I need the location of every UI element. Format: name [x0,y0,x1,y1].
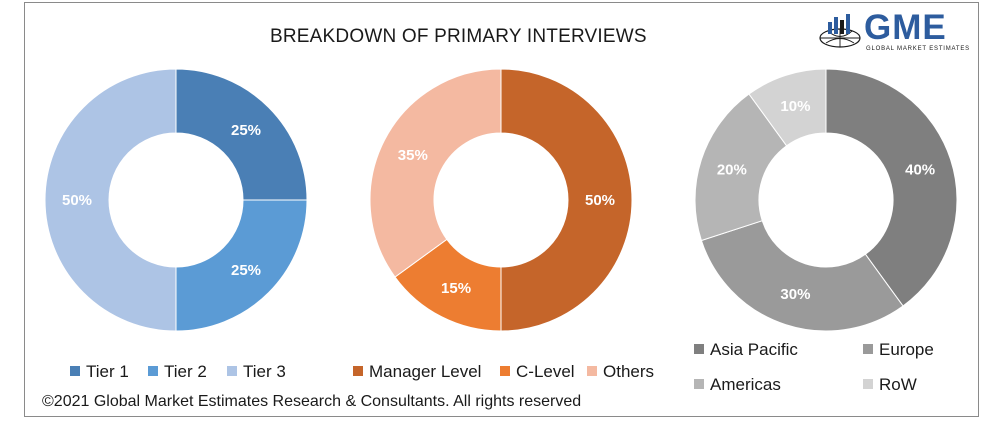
legend-asia-pacific: Asia Pacific [694,340,798,360]
legend-swatch [227,366,237,376]
logo-wordmark: GME [864,8,947,47]
data-label: 20% [717,161,747,178]
data-label: 10% [780,98,810,115]
donut-slice-row [748,68,827,147]
legend-manager-level: Manager Level [353,362,481,382]
chart-title: BREAKDOWN OF PRIMARY INTERVIEWS [270,26,647,47]
donut-slice-manager-level [500,68,633,332]
legend-swatch [500,366,510,376]
data-label: 30% [780,286,810,303]
legend-swatch [148,366,158,376]
data-label: 35% [398,147,428,164]
legend-label: Tier 1 [86,362,129,381]
legend-label: Asia Pacific [710,340,798,359]
data-label: 40% [905,161,935,178]
data-label: 50% [585,192,615,209]
legend-swatch [863,379,873,389]
legend-label: Tier 2 [164,362,207,381]
donut-slice-europe [700,220,904,332]
legend-europe: Europe [863,340,934,360]
data-label: 50% [62,192,92,209]
data-label: 15% [441,280,471,297]
globe-bars-icon [819,14,861,48]
legend-tier-1: Tier 1 [70,362,129,382]
legend-label: RoW [879,375,917,394]
data-label: 25% [231,262,261,279]
donut-chart-level: 50% 15% 35% [369,68,633,332]
donut-slice-americas [694,93,788,242]
legend-swatch [70,366,80,376]
donut-slice-tier-1 [175,68,308,201]
logo-subtitle: GLOBAL MARKET ESTIMATES [866,46,970,52]
gme-logo: GME GLOBAL MARKET ESTIMATES [818,8,970,60]
copyright-text: ©2021 Global Market Estimates Research &… [42,393,582,410]
legend-swatch [863,344,873,354]
donut-chart-region: 40% 30% 20% 10% [694,68,958,332]
legend-row: RoW [863,375,917,395]
legend-tier-2: Tier 2 [148,362,207,382]
legend-swatch [694,344,704,354]
legend-tier-3: Tier 3 [227,362,286,382]
donut-slice-asia-pacific [825,68,958,307]
legend-label: Others [603,362,655,381]
donut-slice-tier-2 [175,199,308,332]
legend-label: Americas [710,375,781,394]
legend-others: Others [587,362,654,382]
donut-slice-tier-3 [44,68,177,332]
legend-americas: Americas [694,375,781,395]
legend-label: Manager Level [369,362,482,381]
donut-chart-tier: 25% 25% 50% [44,68,308,332]
legend-label: Tier 3 [243,362,286,381]
legend-label: C-Level [516,362,575,381]
donut-slice-others [369,68,502,278]
legend-swatch [587,366,597,376]
legend-swatch [694,379,704,389]
legend-label: Europe [879,340,934,359]
legend-c-level: C-Level [500,362,575,382]
data-label: 25% [231,122,261,139]
legend-swatch [353,366,363,376]
